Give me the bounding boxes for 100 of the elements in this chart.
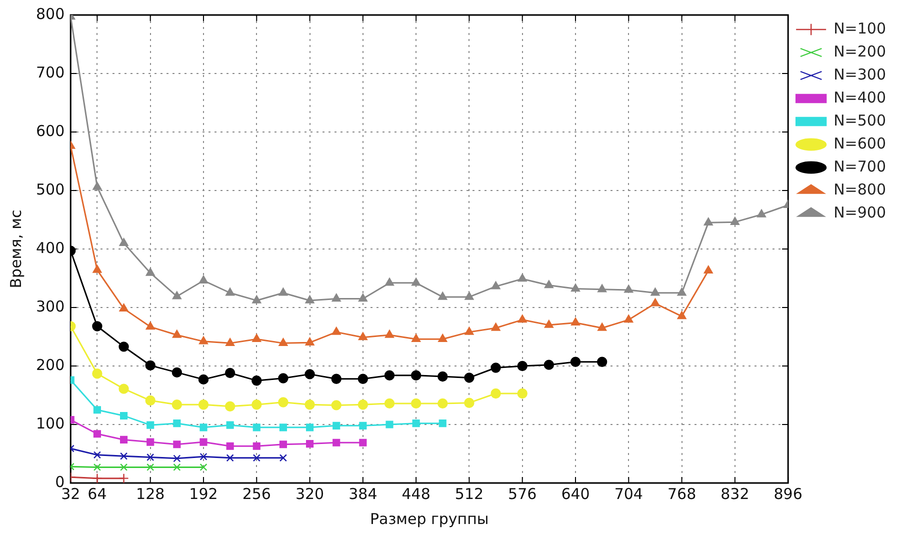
- point: [172, 367, 182, 378]
- point: [173, 454, 181, 462]
- point: [279, 454, 287, 462]
- point: [332, 438, 340, 446]
- point: [332, 422, 340, 430]
- point: [172, 330, 182, 338]
- legend-label: N=100: [834, 19, 886, 38]
- point: [438, 292, 448, 300]
- point: [172, 400, 182, 410]
- point: [410, 370, 422, 380]
- point: [92, 182, 102, 190]
- point: [598, 322, 607, 331]
- point: [517, 360, 528, 372]
- y-tick-label: 500: [36, 180, 65, 198]
- y-tick-label: 100: [36, 414, 65, 432]
- point: [704, 266, 713, 274]
- point: [464, 398, 474, 408]
- point: [146, 268, 155, 276]
- point: [252, 454, 260, 462]
- legend-label: N=800: [834, 180, 886, 198]
- point: [224, 401, 236, 412]
- point: [464, 372, 474, 383]
- point: [358, 332, 368, 340]
- point: [410, 398, 422, 409]
- point: [173, 440, 181, 448]
- y-axis-title: Время, мс: [6, 210, 25, 288]
- point: [358, 374, 368, 384]
- x-tick-label: 64: [88, 484, 107, 503]
- point: [252, 442, 260, 450]
- legend-label: N=600: [834, 134, 886, 152]
- point: [571, 318, 580, 326]
- point: [624, 284, 634, 293]
- point: [93, 451, 101, 459]
- legend-label: N=300: [834, 65, 886, 84]
- y-tick-label: 0: [55, 472, 65, 491]
- point: [93, 430, 101, 438]
- y-tick-label: 600: [36, 122, 65, 140]
- point: [146, 463, 154, 471]
- point: [358, 294, 368, 302]
- x-tick-label: 128: [136, 484, 165, 503]
- point: [305, 295, 314, 304]
- x-tick-label: 384: [348, 484, 378, 503]
- point: [464, 292, 474, 300]
- point: [120, 412, 128, 420]
- point: [279, 440, 287, 448]
- point: [491, 322, 500, 331]
- x-tick-label: 768: [667, 484, 696, 503]
- point: [306, 424, 314, 432]
- point: [650, 288, 660, 296]
- point: [146, 322, 155, 330]
- point: [119, 304, 128, 312]
- point: [331, 374, 342, 384]
- point: [385, 330, 394, 338]
- point: [224, 368, 236, 378]
- y-tick-label: 700: [36, 63, 65, 82]
- point: [304, 369, 315, 380]
- point: [173, 420, 181, 428]
- point: [305, 338, 314, 346]
- point: [278, 397, 288, 408]
- point: [226, 442, 234, 450]
- legend-label: N=500: [834, 111, 886, 130]
- point: [118, 342, 129, 352]
- point: [145, 360, 156, 371]
- point: [490, 388, 501, 399]
- point: [306, 440, 314, 448]
- point: [438, 371, 448, 382]
- point: [226, 338, 235, 346]
- point: [384, 398, 395, 409]
- y-tick-label: 400: [36, 238, 65, 257]
- x-tick-label: 512: [454, 484, 484, 503]
- point: [730, 216, 740, 225]
- point: [412, 334, 421, 342]
- point: [650, 298, 660, 306]
- point: [198, 275, 208, 284]
- point: [146, 453, 154, 462]
- y-tick-label: 200: [36, 356, 65, 374]
- point: [677, 311, 686, 320]
- point: [198, 374, 209, 385]
- point: [252, 400, 262, 410]
- legend-label: N=900: [834, 203, 886, 222]
- point: [544, 360, 554, 370]
- point: [118, 384, 129, 394]
- point: [517, 388, 528, 399]
- point: [279, 424, 287, 432]
- point: [118, 473, 129, 483]
- point: [358, 400, 368, 410]
- point: [518, 274, 527, 282]
- point: [278, 288, 288, 296]
- point: [438, 398, 448, 409]
- point: [704, 218, 713, 226]
- point: [596, 356, 608, 368]
- point: [278, 373, 288, 384]
- point: [226, 421, 234, 429]
- x-axis-title: Размер группы: [370, 510, 489, 528]
- point: [412, 278, 421, 286]
- point: [464, 326, 474, 335]
- point: [119, 238, 128, 246]
- point: [92, 473, 102, 483]
- point: [146, 438, 154, 446]
- point: [92, 321, 102, 332]
